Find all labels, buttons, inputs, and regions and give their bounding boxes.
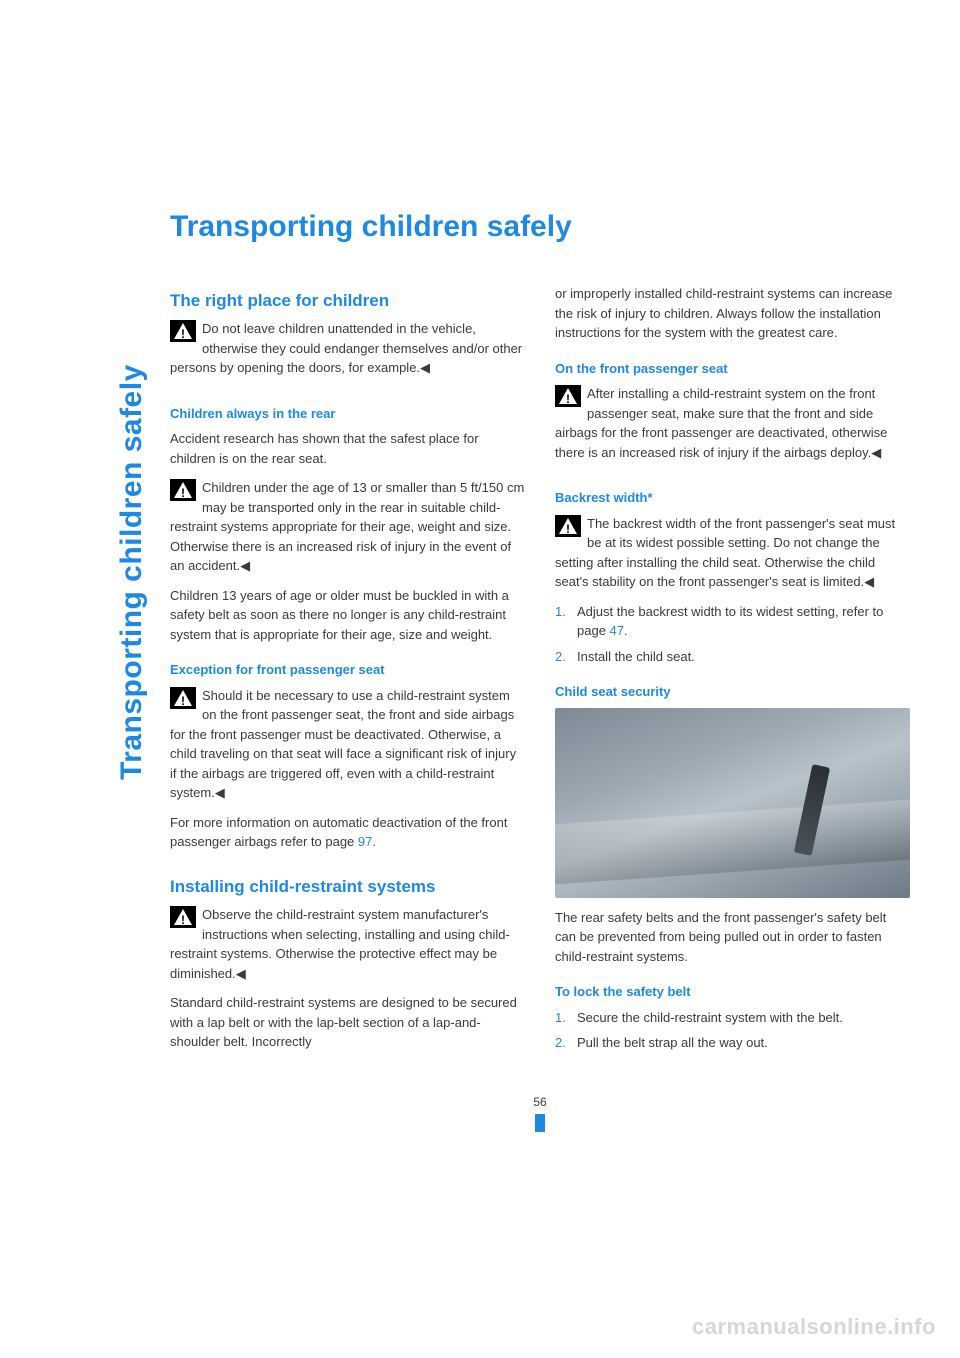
backrest-steps-list: Adjust the backrest width to its widest …: [555, 602, 910, 667]
sidebar: Transporting children safely: [70, 210, 130, 1132]
lock-belt-steps-list: Secure the child-restraint system with t…: [555, 1008, 910, 1053]
page-number-block: 56: [170, 1093, 910, 1132]
sidebar-section-title: Transporting children safely: [115, 364, 149, 780]
warning-front-seat: Should it be necessary to use a child-re…: [170, 686, 525, 803]
warning-icon: [170, 479, 196, 501]
heading-right-place: The right place for children: [170, 290, 525, 311]
warning-observe-instructions: Observe the child-restraint system manuf…: [170, 905, 525, 983]
lock-belt-step-2: Pull the belt strap all the way out.: [555, 1033, 910, 1053]
paragraph-accident-research: Accident research has shown that the saf…: [170, 429, 525, 468]
backrest-step-1-b: .: [624, 623, 628, 638]
warning-icon: [170, 906, 196, 928]
more-info-text-b: .: [372, 834, 376, 849]
warning-icon: [170, 320, 196, 342]
paragraph-standard-systems: Standard child-restraint systems are des…: [170, 993, 525, 1052]
paragraph-continued: or improperly installed child-restraint …: [555, 284, 910, 343]
paragraph-over-13: Children 13 years of age or older must b…: [170, 586, 525, 645]
backrest-step-1: Adjust the backrest width to its widest …: [555, 602, 910, 641]
page-number-marker: [535, 1114, 545, 1132]
warning-icon: [555, 515, 581, 537]
page-link-47[interactable]: 47: [610, 623, 624, 638]
warning-after-installing-text: After installing a child-restraint syste…: [555, 386, 887, 460]
paragraph-more-info: For more information on automatic deacti…: [170, 813, 525, 852]
warning-icon: [555, 385, 581, 407]
warning-unattended: Do not leave children unattended in the …: [170, 319, 525, 378]
warning-backrest: The backrest width of the front passenge…: [555, 514, 910, 592]
heading-exception-front: Exception for front passenger seat: [170, 660, 525, 680]
heading-child-seat-security: Child seat security: [555, 682, 910, 702]
page-content: Transporting children safely The right p…: [130, 210, 910, 1132]
page-number: 56: [533, 1095, 546, 1112]
two-column-layout: The right place for children Do not leav…: [170, 284, 910, 1063]
page-title: Transporting children safely: [170, 210, 910, 244]
right-column: or improperly installed child-restraint …: [555, 284, 910, 1063]
manual-page: Transporting children safely Transportin…: [70, 210, 910, 1132]
child-seat-figure: [555, 708, 910, 898]
warning-observe-text: Observe the child-restraint system manuf…: [170, 907, 510, 981]
backrest-step-2: Install the child seat.: [555, 647, 910, 667]
page-link-97[interactable]: 97: [358, 834, 372, 849]
heading-lock-belt: To lock the safety belt: [555, 982, 910, 1002]
warning-backrest-text: The backrest width of the front passenge…: [555, 516, 895, 590]
warning-under-13-text: Children under the age of 13 or smaller …: [170, 480, 524, 573]
warning-icon: [170, 687, 196, 709]
warning-under-13: Children under the age of 13 or smaller …: [170, 478, 525, 576]
warning-front-seat-text: Should it be necessary to use a child-re…: [170, 688, 516, 801]
heading-backrest-width: Backrest width*: [555, 488, 910, 508]
watermark: carmanualsonline.info: [692, 1314, 936, 1340]
heading-front-passenger: On the front passenger seat: [555, 359, 910, 379]
lock-belt-step-1: Secure the child-restraint system with t…: [555, 1008, 910, 1028]
heading-children-rear: Children always in the rear: [170, 404, 525, 424]
warning-unattended-text: Do not leave children unattended in the …: [170, 321, 522, 375]
heading-installing: Installing child-restraint systems: [170, 876, 525, 897]
paragraph-figure-caption: The rear safety belts and the front pass…: [555, 908, 910, 967]
warning-after-installing: After installing a child-restraint syste…: [555, 384, 910, 462]
more-info-text-a: For more information on automatic deacti…: [170, 815, 507, 850]
left-column: The right place for children Do not leav…: [170, 284, 525, 1063]
